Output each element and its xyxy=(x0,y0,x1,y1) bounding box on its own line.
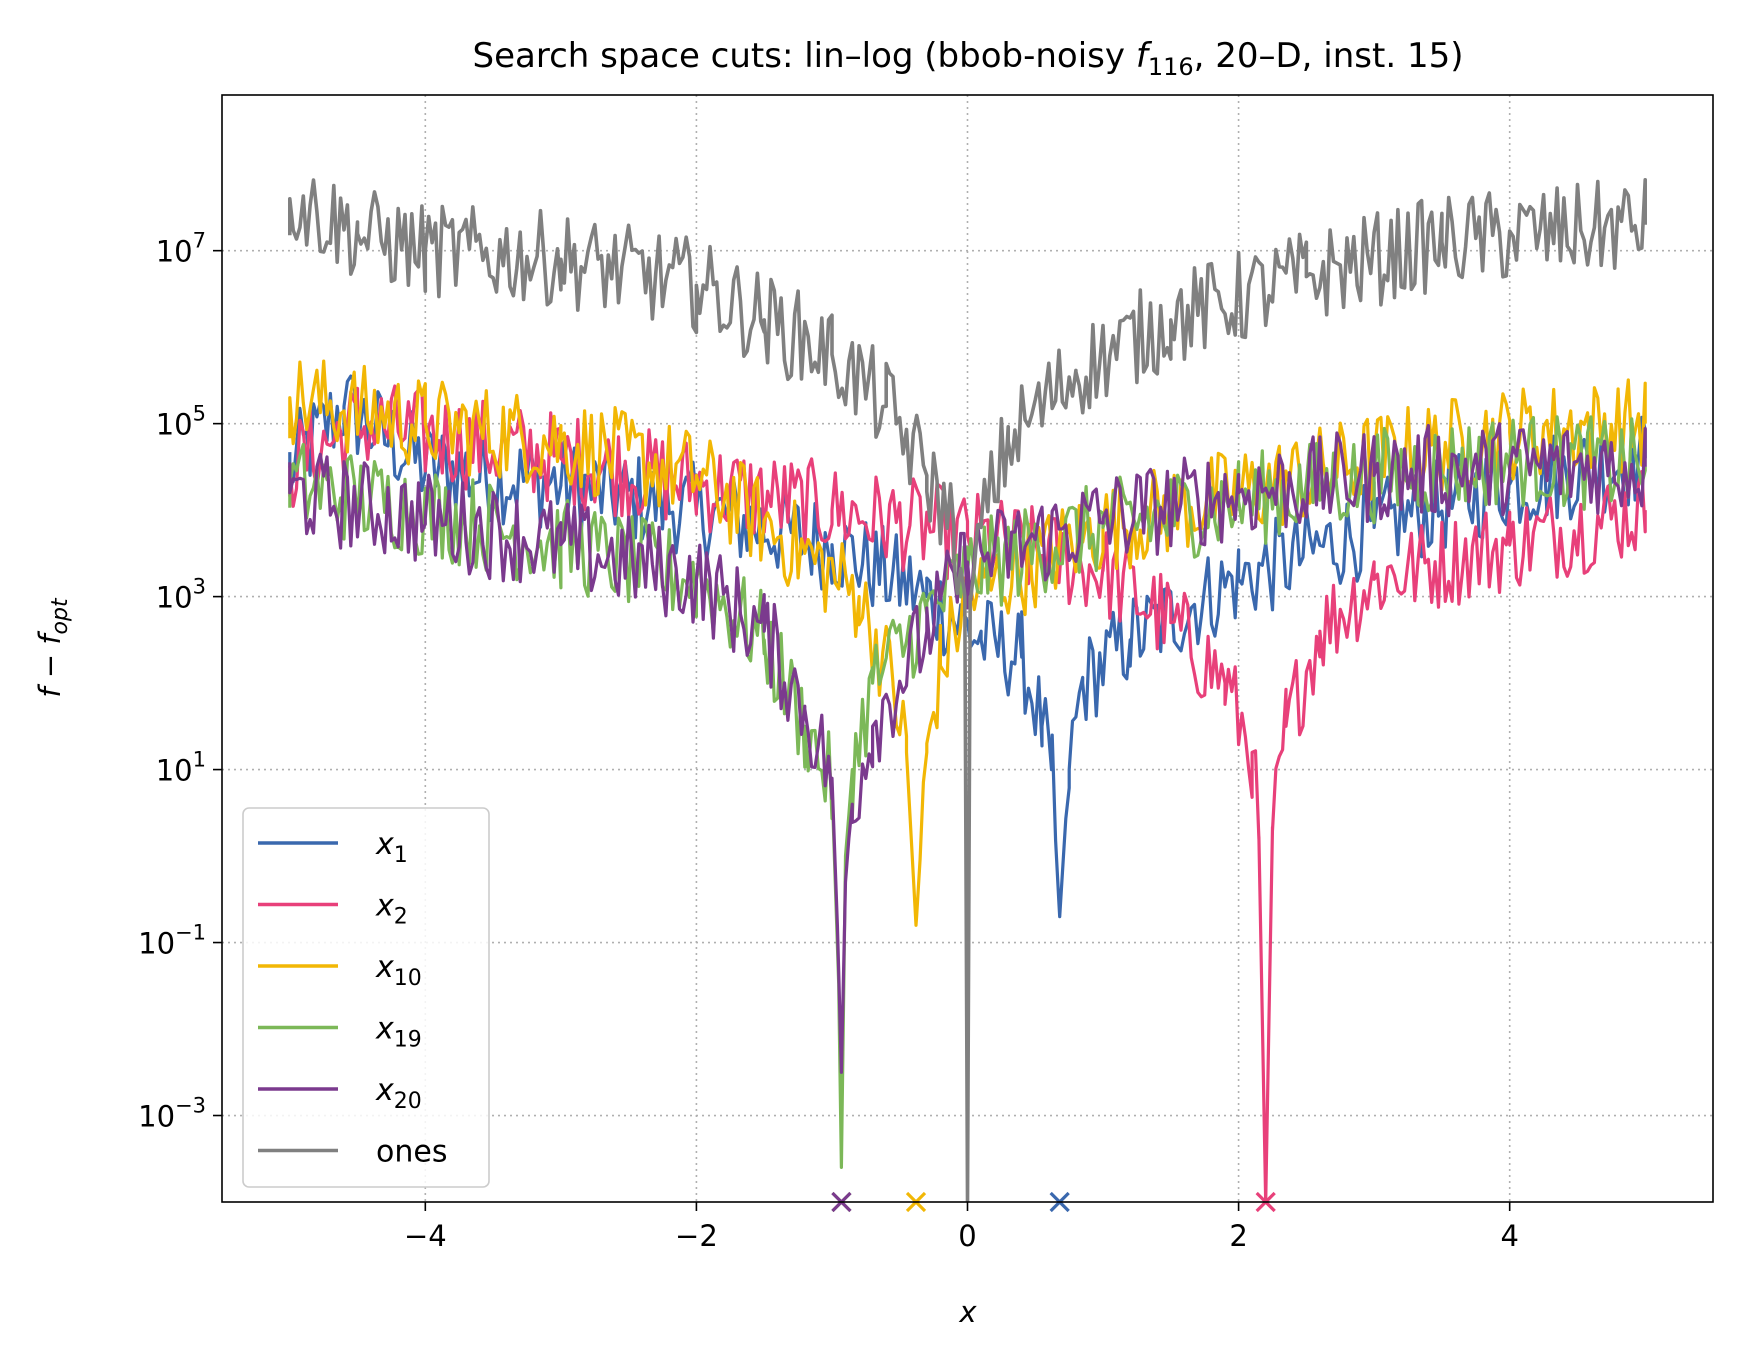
x-axis-label: x xyxy=(958,1295,977,1329)
legend-label-x1: x1 xyxy=(375,827,408,868)
legend-label-x2: x2 xyxy=(375,889,408,930)
x-tick-label: −2 xyxy=(675,1219,718,1253)
y-tick-label: 107 xyxy=(156,229,206,269)
legend-label-x19: x19 xyxy=(375,1012,422,1053)
series-layer xyxy=(288,178,1647,1202)
legend-label-x20: x20 xyxy=(375,1073,422,1114)
x-tick-label: 4 xyxy=(1500,1219,1518,1253)
chart-title: Search space cuts: lin–log (bbob-noisy f… xyxy=(473,36,1464,81)
x-tick-label: 0 xyxy=(958,1219,976,1253)
y-axis-label: f − fopt xyxy=(33,597,73,698)
y-tick-label: 10−3 xyxy=(138,1094,206,1134)
x-tick-label: 2 xyxy=(1229,1219,1247,1253)
axis-ticks: −4 −2 0 2 4 107 105 103 101 10−1 10−3 xyxy=(138,229,1519,1253)
legend-label-x10: x10 xyxy=(375,950,422,991)
legend-box xyxy=(242,807,490,1188)
y-tick-label: 101 xyxy=(156,748,206,788)
x-tick-label: −4 xyxy=(404,1219,447,1253)
series-line-ones xyxy=(288,178,1647,1202)
legend-label-ones: ones xyxy=(376,1135,447,1170)
y-tick-label: 103 xyxy=(156,575,206,615)
legend: x1 x2 x10 x19 x20 ones xyxy=(242,807,490,1188)
y-tick-label: 10−1 xyxy=(138,921,206,961)
y-tick-label: 105 xyxy=(156,402,206,442)
